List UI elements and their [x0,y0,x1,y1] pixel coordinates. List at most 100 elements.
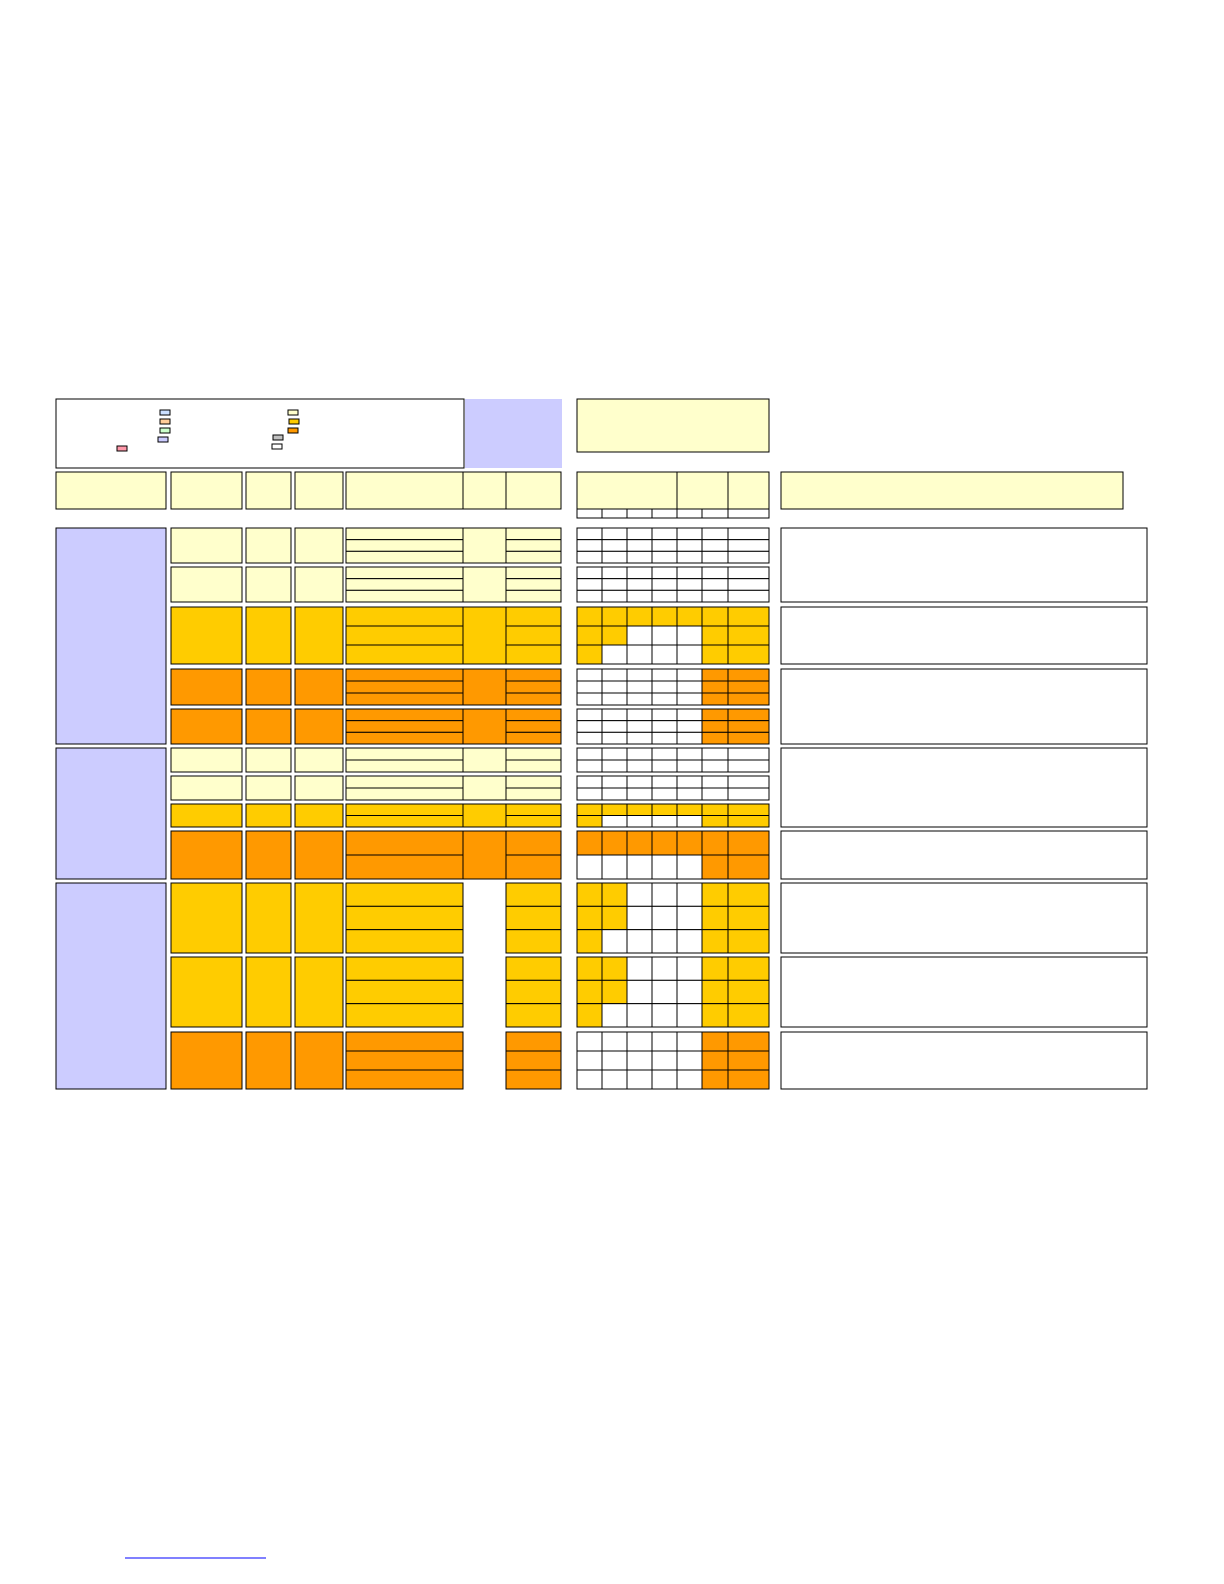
cell [294,1031,344,1090]
grid-cell [651,787,678,801]
grid-cell [701,905,729,931]
grid-cell [576,539,603,552]
legend-swatch [287,409,299,416]
cell [505,644,562,665]
grid-cell [576,578,603,591]
grid-cell [701,692,729,706]
cell [462,527,507,564]
grid-cell [601,929,628,954]
grid-cell [626,1031,653,1052]
grid-cell [601,708,628,722]
cell [345,692,464,706]
grid-cell [701,747,729,761]
cell [245,830,292,880]
grid-cell [626,803,653,816]
grid-cell [651,1050,678,1071]
grid-cell [727,606,770,627]
grid-cell [626,589,653,603]
grid-cell [601,905,628,931]
grid-cell [576,606,603,627]
cell [462,803,507,828]
group-cell [55,527,167,745]
grid-cell [601,692,628,706]
header-cell [727,471,770,510]
sub-header-cell [701,508,729,519]
grid-cell [727,1069,770,1090]
cell [505,589,562,603]
grid-cell [701,830,729,856]
grid-cell [676,578,703,591]
grid-cell [576,775,603,789]
cell [345,803,464,816]
cell [462,775,507,801]
grid-cell [701,787,729,801]
grid-cell [651,680,678,694]
cell [462,566,507,603]
grid-cell [626,527,653,541]
cell [462,606,507,665]
grid-cell [701,882,729,907]
grid-cell [651,979,678,1005]
notes-cell [780,956,1148,1028]
cell [245,747,292,773]
grid-cell [651,1069,678,1090]
header-cell [505,471,562,510]
grid-cell [626,956,653,981]
grid-cell [676,830,703,856]
header-note [576,398,770,453]
legend-swatch [271,443,283,450]
grid-cell [676,1031,703,1052]
grid-cell [676,720,703,733]
grid-cell [701,854,729,880]
cell [505,747,562,761]
cell [245,566,292,603]
grid-cell [651,720,678,733]
legend-swatch [159,427,171,434]
cell [345,854,464,880]
cell [345,830,464,856]
grid-cell [651,731,678,745]
grid-cell [651,803,678,816]
grid-cell [701,589,729,603]
grid-cell [626,578,653,591]
grid-cell [701,566,729,580]
grid-cell [576,527,603,541]
cell [294,956,344,1028]
cell [345,527,464,541]
cell [505,1031,562,1052]
grid-cell [601,759,628,773]
group-cell [55,747,167,880]
cell [505,929,562,954]
cell [505,680,562,694]
grid-cell [727,578,770,591]
grid-cell [727,680,770,694]
grid-cell [701,759,729,773]
grid-cell [651,882,678,907]
cell [294,708,344,745]
grid-cell [701,606,729,627]
cell [462,708,507,745]
grid-cell [727,539,770,552]
sub-header-cell [626,508,653,519]
grid-cell [576,882,603,907]
grid-cell [651,956,678,981]
grid-cell [626,1069,653,1090]
cell [294,882,344,954]
grid-cell [701,731,729,745]
grid-cell [576,668,603,682]
legend-swatch [287,427,299,434]
grid-cell [601,680,628,694]
cell [505,720,562,733]
grid-cell [651,692,678,706]
cell [245,668,292,706]
header-cell [245,471,292,510]
grid-cell [626,708,653,722]
grid-cell [727,668,770,682]
grid-cell [651,775,678,789]
grid-cell [676,1069,703,1090]
grid-cell [576,956,603,981]
cell [505,625,562,646]
grid-cell [626,731,653,745]
cell [462,668,507,706]
